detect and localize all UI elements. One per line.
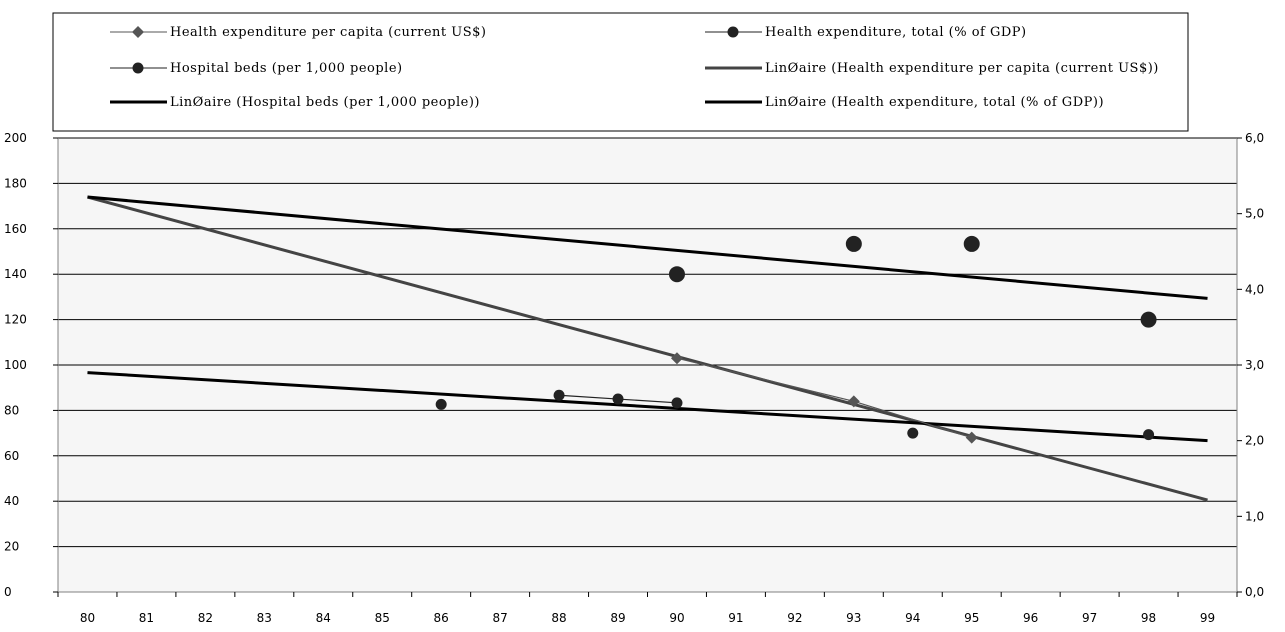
x-tick-label: 86: [434, 611, 449, 625]
data-point: [1143, 429, 1155, 441]
legend-marker: [132, 62, 144, 74]
x-tick-label: 83: [257, 611, 272, 625]
legend-label: LinØaire (Hospital beds (per 1,000 peopl…: [170, 95, 480, 110]
legend-item: Hospital beds (per 1,000 people): [110, 61, 403, 76]
trend-line: [87, 195, 1208, 502]
x-tick-label: 91: [728, 611, 743, 625]
x-tick-label: 92: [787, 611, 802, 625]
legend-item: Health expenditure, total (% of GDP): [705, 25, 1027, 40]
data-point: [963, 235, 980, 252]
series-1: [668, 235, 1157, 328]
x-tick-label: 94: [905, 611, 920, 625]
trend-line: [87, 195, 1208, 300]
legend: Health expenditure per capita (current U…: [110, 25, 1159, 110]
x-tick-label: 98: [1141, 611, 1156, 625]
y-right-tick-label: 1,0: [1245, 509, 1264, 523]
x-tick-label: 84: [316, 611, 331, 625]
trend-line: [87, 371, 1208, 443]
x-tick-label: 89: [610, 611, 625, 625]
series-4: [87, 371, 1208, 443]
legend-label: Hospital beds (per 1,000 people): [170, 61, 403, 76]
y-right-tick-label: 6,0: [1245, 131, 1264, 145]
x-tick-label: 99: [1200, 611, 1215, 625]
y-left-tick-label: 140: [4, 267, 27, 281]
data-point: [670, 352, 683, 365]
series-2: [435, 389, 1155, 441]
y-right-tick-label: 3,0: [1245, 358, 1264, 372]
series-layer: [87, 195, 1208, 502]
x-tick-label: 97: [1082, 611, 1097, 625]
legend-label: LinØaire (Health expenditure per capita …: [765, 61, 1159, 76]
x-tick-label: 93: [846, 611, 861, 625]
x-tick-label: 90: [669, 611, 684, 625]
data-point: [553, 389, 565, 401]
data-point: [965, 431, 978, 444]
series-3: [87, 195, 1208, 502]
x-tick-label: 81: [139, 611, 154, 625]
y-left-tick-label: 80: [4, 403, 19, 417]
legend-label: Health expenditure per capita (current U…: [170, 25, 486, 40]
legend-label: Health expenditure, total (% of GDP): [765, 25, 1027, 40]
y-left-tick-label: 40: [4, 494, 19, 508]
data-point: [845, 235, 862, 252]
data-point: [612, 393, 624, 405]
data-point: [1140, 311, 1157, 328]
y-left-tick-label: 160: [4, 222, 27, 236]
data-point: [668, 266, 685, 283]
legend-label: LinØaire (Health expenditure, total (% o…: [765, 95, 1104, 110]
y-left-tick-label: 20: [4, 540, 19, 554]
x-tick-label: 87: [492, 611, 507, 625]
series-0: [670, 352, 978, 444]
legend-item: LinØaire (Hospital beds (per 1,000 peopl…: [110, 95, 480, 110]
y-left-tick-label: 120: [4, 313, 27, 327]
legend-marker: [132, 26, 144, 38]
x-tick-label: 82: [198, 611, 213, 625]
y-right-tick-label: 0,0: [1245, 585, 1264, 599]
data-point: [435, 398, 447, 410]
legend-box: [52, 12, 1189, 132]
y-left-tick-label: 100: [4, 358, 27, 372]
legend-marker: [727, 26, 739, 38]
series-5: [87, 195, 1208, 300]
data-point: [671, 397, 683, 409]
x-tick-label: 88: [551, 611, 566, 625]
x-tick-label: 95: [964, 611, 979, 625]
axes: 0 20 40 60 80 100 120 140 160 180 200 0,0 1,0 2,0 3,0 4…: [4, 131, 1264, 625]
data-point: [847, 395, 860, 408]
legend-item: LinØaire (Health expenditure per capita …: [705, 61, 1159, 76]
y-left-tick-label: 200: [4, 131, 27, 145]
x-tick-label: 96: [1023, 611, 1038, 625]
y-right-tick-label: 2,0: [1245, 434, 1264, 448]
legend-item: LinØaire (Health expenditure, total (% o…: [705, 95, 1104, 110]
x-tick-label: 80: [80, 611, 95, 625]
data-point: [907, 427, 919, 439]
gridlines: [58, 137, 1237, 548]
y-right-tick-label: 5,0: [1245, 207, 1264, 221]
y-left-tick-label: 0: [4, 585, 12, 599]
y-left-tick-label: 180: [4, 176, 27, 190]
legend-item: Health expenditure per capita (current U…: [110, 25, 486, 40]
y-right-tick-label: 4,0: [1245, 282, 1264, 296]
y-left-tick-label: 60: [4, 449, 19, 463]
x-tick-label: 85: [375, 611, 390, 625]
